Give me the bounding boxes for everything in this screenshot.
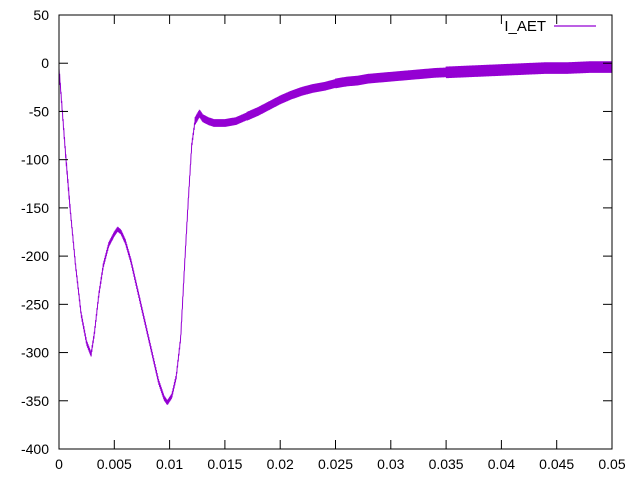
legend: I_AET [504,18,596,35]
x-tick-label: 0.045 [539,456,574,472]
x-tick-label: 0.005 [97,456,132,472]
x-tick-label: 0.015 [207,456,242,472]
y-tick-label: -200 [21,248,49,264]
y-tick-label: -400 [21,441,49,457]
series-line-i-aet [58,61,613,405]
y-tick-label: -350 [21,393,49,409]
x-tick-label: 0.05 [598,456,625,472]
x-tick-label: 0.01 [156,456,183,472]
series-line-layer [58,61,613,405]
legend-label: I_AET [504,18,546,35]
x-tick-label: 0.025 [318,456,353,472]
y-tick-label: 50 [33,7,49,23]
axes: 50 0 -50 -100 -150 -200 -250 -300 -350 -400 0 0.005… [21,7,626,472]
y-tick-label: -100 [21,152,49,168]
y-tick-label: -250 [21,296,49,312]
x-tick-label: 0.02 [267,456,294,472]
y-tick-label: -150 [21,200,49,216]
y-tick-label: -50 [29,103,49,119]
y-tick-label: -300 [21,345,49,361]
x-tick-label: 0.035 [429,456,464,472]
y-tick-label: 0 [41,55,49,71]
x-tick-label: 0.03 [377,456,404,472]
x-tick-label: 0.04 [488,456,515,472]
x-tick-label: 0 [55,456,63,472]
